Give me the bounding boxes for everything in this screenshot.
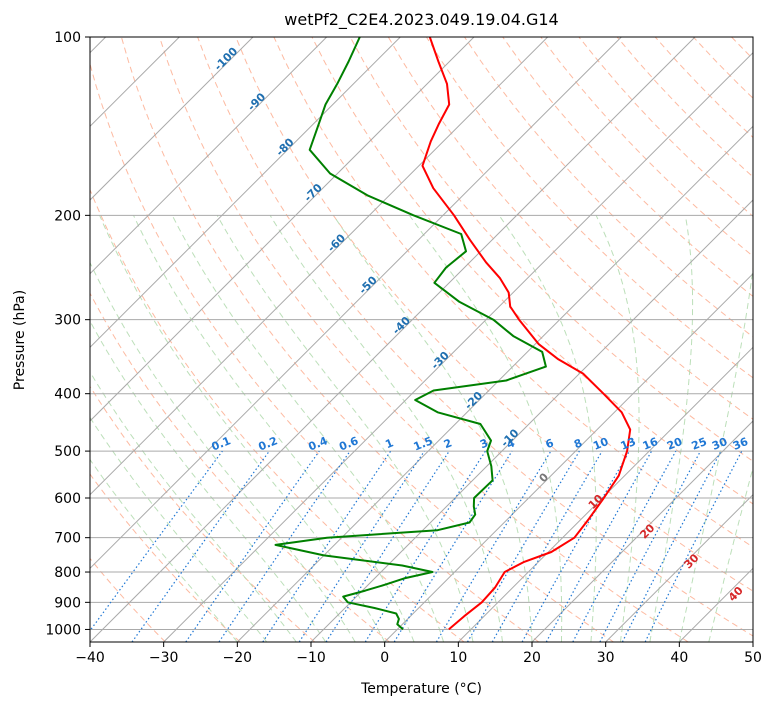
y-tick-label: 1000 xyxy=(45,622,81,638)
mixing-ratio-label: 1 xyxy=(383,436,395,451)
dry-adiabat-label: 10 xyxy=(586,492,606,512)
isotherm-label: -90 xyxy=(245,90,268,113)
mixing-ratio-line xyxy=(82,451,223,642)
x-tick-label: 50 xyxy=(744,650,762,666)
x-tick-label: 20 xyxy=(523,650,541,666)
dry-adiabat xyxy=(770,37,775,642)
isotherm-gridline xyxy=(385,37,775,642)
x-tick-label: 0 xyxy=(380,650,389,666)
isotherm-label: -30 xyxy=(429,349,452,372)
y-tick-label: 500 xyxy=(54,444,81,460)
series-layer xyxy=(276,37,631,629)
isotherm-gridline xyxy=(679,37,775,642)
y-tick-label: 800 xyxy=(54,565,81,581)
mixing-ratio-label: 16 xyxy=(641,435,660,453)
moist-adiabat xyxy=(42,215,326,642)
x-tick-label: −20 xyxy=(223,650,253,666)
isotherm-label: -20 xyxy=(462,389,485,412)
mixing-ratio-line xyxy=(573,451,676,642)
mixing-ratio-label: 10 xyxy=(591,435,610,453)
chart-title: wetPf2_C2E4.2023.049.19.04.G14 xyxy=(284,10,558,30)
isotherm-label: -10 xyxy=(498,426,521,449)
y-tick-label: 400 xyxy=(54,387,81,403)
moist-adiabat xyxy=(217,215,473,642)
moist-adiabat xyxy=(679,215,758,642)
moist-adiabat xyxy=(100,215,385,642)
y-tick-label: 100 xyxy=(54,30,81,46)
x-tick-label: 30 xyxy=(597,650,615,666)
background-lines xyxy=(0,37,775,642)
isotherm-label: -80 xyxy=(273,135,296,158)
mixing-ratio-label: 25 xyxy=(690,435,709,453)
dry-adiabat xyxy=(160,37,689,642)
mixing-ratio-label: 30 xyxy=(710,435,729,453)
x-axis: −40 −30 −20 −10 0 10 20 30 40 50 xyxy=(75,642,762,666)
isotherm-label: -50 xyxy=(356,273,379,296)
dry-adiabat xyxy=(7,37,389,642)
dry-adiabat xyxy=(0,37,240,642)
isotherm-label: -100 xyxy=(212,44,241,73)
isotherm-gridline xyxy=(0,37,400,642)
dry-adiabat xyxy=(0,37,315,642)
isotherm-gridline xyxy=(16,37,621,642)
y-tick-label: 600 xyxy=(54,491,81,507)
mixing-ratio-line xyxy=(522,451,629,642)
y-axis: 100 200 300 400 500 600 700 800 900 1000 xyxy=(45,30,90,638)
y-tick-label: 700 xyxy=(54,531,81,547)
y-tick-label: 200 xyxy=(54,208,81,224)
dry-adiabat xyxy=(655,37,775,642)
isotherm-gridline xyxy=(753,37,775,642)
isotherm-gridline xyxy=(0,37,327,642)
dry-adiabat-label: 40 xyxy=(726,584,746,604)
dry-adiabat xyxy=(350,37,775,642)
x-tick-label: −30 xyxy=(149,650,179,666)
mixing-ratio-label: 2 xyxy=(442,436,454,451)
dry-adiabat xyxy=(274,37,775,642)
dry-adiabat-label: 30 xyxy=(682,551,702,571)
y-tick-label: 300 xyxy=(54,313,81,329)
isotherm-gridline xyxy=(164,37,769,642)
y-tick-label: 900 xyxy=(54,595,81,611)
mixing-ratio-line xyxy=(326,451,449,642)
mixing-ratio-label: 13 xyxy=(619,435,638,453)
mixing-ratio-line xyxy=(468,451,580,642)
dry-adiabat xyxy=(693,37,775,642)
moist-adiabat xyxy=(709,215,775,642)
dry-adiabat xyxy=(426,37,775,642)
x-tick-label: 10 xyxy=(449,650,467,666)
isotherm-label: -40 xyxy=(390,314,413,337)
isotherm-gridline xyxy=(0,37,474,642)
plot-frame xyxy=(90,37,753,642)
x-tick-label: −10 xyxy=(296,650,326,666)
moist-adiabat xyxy=(0,215,237,642)
mixing-ratio-line xyxy=(546,451,651,642)
dry-adiabat-label: 20 xyxy=(637,521,657,541)
dry-adiabat xyxy=(388,37,775,642)
x-tick-label: 40 xyxy=(670,650,688,666)
mixing-ratio-label: 36 xyxy=(731,435,750,453)
dewpoint-line xyxy=(276,37,546,629)
isotherm-gridline xyxy=(90,37,695,642)
isotherm-label: -70 xyxy=(302,181,325,204)
dry-adiabat xyxy=(579,37,775,642)
x-tick-label: −40 xyxy=(75,650,105,666)
mixing-ratio-label: 6 xyxy=(544,436,556,451)
dry-adiabat xyxy=(465,37,775,642)
isotherm-gridline xyxy=(311,37,775,642)
x-axis-label: Temperature (°C) xyxy=(360,681,482,697)
isotherm-label: -60 xyxy=(325,231,348,254)
isotherm-gridline xyxy=(0,37,253,642)
y-axis-label: Pressure (hPa) xyxy=(12,290,28,390)
dry-adiabat xyxy=(83,37,539,642)
